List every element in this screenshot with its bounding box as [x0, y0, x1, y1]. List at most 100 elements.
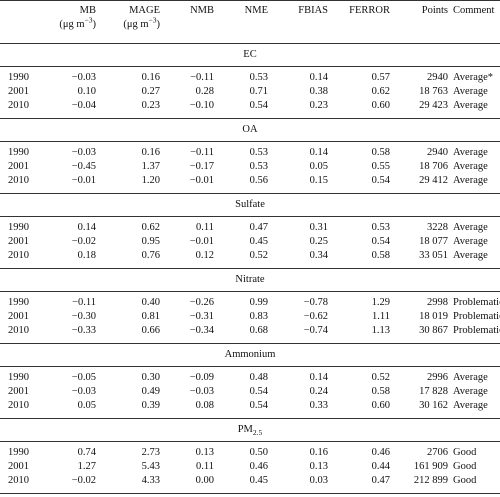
group-title-row: Sulfate: [0, 193, 500, 217]
data-row: 1990 −0.05 0.30 −0.09 0.48 0.14 0.52 2996 Averag…: [0, 367, 500, 386]
value-cell: 0.76: [96, 249, 160, 269]
column-unit: ): [156, 19, 161, 30]
value-cell: 0.05: [42, 399, 96, 419]
value-cell: 0.00: [160, 474, 214, 494]
value-cell: 1.13: [328, 324, 390, 344]
value-cell: 0.27: [141, 86, 160, 97]
year-cell: 2001: [8, 236, 29, 247]
value-cell: 30 162: [390, 399, 448, 419]
value-cell: 0.05: [309, 161, 328, 172]
group-title-text: Sulfate: [235, 199, 265, 210]
value-cell: 1.29: [371, 297, 390, 308]
year-cell: 2001: [8, 311, 29, 322]
comment-cell: Good: [453, 461, 477, 472]
header-cell: Comment: [448, 0, 500, 44]
value-cell: 4.33: [96, 474, 160, 494]
value-cell: 0.14: [77, 222, 96, 233]
header-cell: NMB: [160, 0, 214, 44]
comment-cell: Average: [453, 161, 488, 172]
year-cell: 1990: [8, 147, 29, 158]
value-cell: 0.48: [249, 372, 268, 383]
value-cell: 18 763: [419, 86, 448, 97]
value-cell: 0.52: [214, 249, 268, 269]
year-cell: 2010: [0, 474, 42, 494]
value-cell: −0.78: [303, 297, 328, 308]
comment-cell: Average: [453, 236, 488, 247]
group-title-row: EC: [0, 43, 500, 67]
value-cell: 0.16: [141, 147, 160, 158]
value-cell: 0.11: [196, 222, 214, 233]
value-cell: 0.50: [249, 447, 268, 458]
data-row: 2001 0.10 0.27 0.28 0.71 0.38 0.62 18 763 Averag…: [0, 85, 500, 99]
group-title-text: Ammonium: [224, 349, 276, 360]
value-cell: 3228: [427, 222, 448, 233]
group-title-text: EC: [243, 49, 257, 60]
value-cell: 2940: [427, 147, 448, 158]
value-cell: 0.31: [309, 222, 328, 233]
value-cell: 0.74: [77, 447, 96, 458]
value-cell: 1.11: [372, 311, 390, 322]
value-cell: −0.33: [42, 324, 96, 344]
value-cell: 0.54: [214, 399, 268, 419]
column-name: FERROR: [349, 5, 390, 16]
value-cell: 0.14: [309, 147, 328, 158]
value-cell: 0.49: [141, 386, 160, 397]
data-row: 1990 0.14 0.62 0.11 0.47 0.31 0.53 3228 Average: [0, 217, 500, 236]
value-cell: 0.13: [195, 447, 214, 458]
group-title: PM2.5: [0, 418, 500, 442]
group-title: Nitrate: [0, 268, 500, 292]
data-row: 2010 −0.04 0.23 −0.10 0.54 0.23 0.60 29 423 Aver…: [0, 99, 500, 119]
year-cell: 2010: [0, 174, 42, 194]
value-cell: 0.71: [249, 86, 268, 97]
value-cell: 5.43: [141, 461, 160, 472]
data-row: 2010 −0.01 1.20 −0.01 0.56 0.15 0.54 29 412 Aver…: [0, 174, 500, 194]
value-cell: 0.16: [141, 72, 160, 83]
comment-cell: Average: [453, 386, 488, 397]
header-cell: FERROR: [328, 0, 390, 44]
year-cell: 1990: [8, 222, 29, 233]
value-cell: −0.10: [160, 99, 214, 119]
value-cell: −0.11: [72, 297, 96, 308]
value-cell: 18 077: [419, 236, 448, 247]
group-title: EC: [0, 43, 500, 67]
value-cell: 33 051: [390, 249, 448, 269]
year-cell: 2001: [8, 461, 29, 472]
value-cell: 29 412: [390, 174, 448, 194]
group-title-text: 2.5: [252, 428, 263, 438]
comment-cell: Average: [448, 99, 500, 119]
comment-cell: Average*: [453, 72, 494, 83]
value-cell: 0.12: [160, 249, 214, 269]
group-title-row: Ammonium: [0, 343, 500, 367]
year-cell: 2001: [8, 386, 29, 397]
header-row: MB (μg m−3) MAGE (μg m−3) NMB NME FBIAS FERROR P…: [0, 0, 500, 44]
column-name: MAGE: [129, 5, 160, 16]
value-cell: 0.66: [96, 324, 160, 344]
comment-cell: Problematic: [453, 311, 500, 322]
value-cell: −0.11: [190, 147, 214, 158]
value-cell: 0.56: [214, 174, 268, 194]
data-row: 1990 −0.11 0.40 −0.26 0.99 −0.78 1.29 2998 Probl…: [0, 292, 500, 311]
comment-cell: Good: [453, 447, 477, 458]
value-cell: 0.10: [77, 86, 96, 97]
value-cell: −0.30: [71, 311, 96, 322]
year-cell: 2010: [0, 324, 42, 344]
header-cell: [0, 0, 42, 44]
data-row: 2001 −0.02 0.95 −0.01 0.45 0.25 0.54 18 077 Aver…: [0, 235, 500, 249]
year-cell: 1990: [8, 297, 29, 308]
value-cell: 2996: [427, 372, 448, 383]
comment-cell: Average: [453, 147, 488, 158]
value-cell: −0.01: [160, 174, 214, 194]
value-cell: 0.54: [328, 174, 390, 194]
value-cell: 0.14: [309, 372, 328, 383]
group-title-text: OA: [242, 124, 258, 135]
value-cell: 0.40: [141, 297, 160, 308]
value-cell: 18 706: [419, 161, 448, 172]
value-cell: 0.60: [328, 399, 390, 419]
value-cell: −0.09: [189, 372, 214, 383]
value-cell: 0.39: [96, 399, 160, 419]
value-cell: 0.62: [371, 86, 390, 97]
value-cell: 2940: [427, 72, 448, 83]
year-cell: 2010: [0, 249, 42, 269]
value-cell: 0.45: [214, 474, 268, 494]
